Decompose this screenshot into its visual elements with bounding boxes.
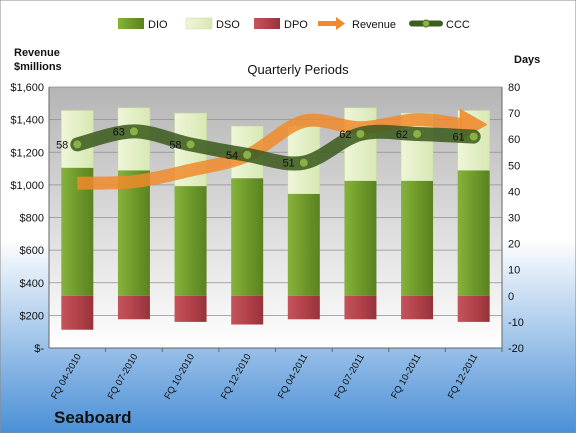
ccc-data-label: 58 [169,139,181,151]
legend-label-dpo: DPO [284,19,308,31]
ccc-data-label: 58 [56,139,68,151]
ccc-data-label: 63 [113,126,125,138]
bar-dio [117,170,150,296]
legend-swatch-dio [118,18,144,29]
legend-marker-ccc [422,19,430,28]
bar-dio [231,178,264,296]
ccc-data-label: 62 [396,129,408,141]
revenue-line [77,113,463,190]
right-axis-title: Days [514,54,540,66]
bar-dio [287,194,320,296]
ccc-series: 58 63 58 54 51 62 62 61 [56,124,481,171]
left-axis-ticks: $- $200 $400 $600 $800 $1,000 $1,200 $1,400 $1,6… [10,82,44,355]
ccc-point [468,131,479,142]
ccc-data-label: 62 [339,129,351,141]
legend-item-dpo: DPO [254,18,308,31]
legend-label-revenue: Revenue [352,19,396,31]
bar-dpo [457,295,490,322]
legend-swatch-dpo [254,18,280,29]
ccc-data-label: 54 [226,150,238,162]
legend-item-ccc: CCC [409,19,470,31]
bar-dio [457,170,490,296]
legend-item-revenue: Revenue [318,17,396,31]
left-tick-label: $1,000 [10,180,44,192]
right-tick-label: 40 [508,186,520,198]
left-axis-title-line2: $millions [14,61,62,73]
right-tick-label: 60 [508,134,520,146]
right-tick-label: -10 [508,317,524,329]
bar-dpo [174,295,207,322]
ccc-point [128,126,139,137]
legend-label-ccc: CCC [446,19,470,31]
right-tick-label: 80 [508,82,520,94]
bar-dio [174,186,207,296]
right-tick-label: 10 [508,265,520,277]
left-tick-label: $- [34,343,44,355]
left-tick-label: $400 [20,278,44,290]
bar-dpo [61,295,94,330]
left-tick-label: $600 [20,245,44,257]
right-tick-label: 0 [508,291,514,303]
ccc-line [70,124,481,171]
ccc-point [72,139,83,150]
right-tick-label: 70 [508,108,520,120]
right-tick-label: 50 [508,160,520,172]
left-tick-label: $1,400 [10,115,44,127]
left-tick-label: $800 [20,213,44,225]
right-tick-label: 20 [508,239,520,251]
ccc-data-label: 51 [283,158,295,170]
ccc-point [185,139,196,150]
legend-label-dio: DIO [148,19,168,31]
ccc-point [412,128,423,139]
legend-swatch-revenue [318,17,345,30]
legend-item-dso: DSO [185,17,240,31]
bar-dpo [401,295,434,320]
bar-dio [401,180,434,296]
left-tick-label: $1,600 [10,82,44,94]
legend-label-dso: DSO [216,19,240,31]
left-tick-label: $200 [20,310,44,322]
company-name: Seaboard [54,408,131,427]
legend: DIO DSO DPO Revenue CCC [118,17,470,31]
right-tick-label: 30 [508,213,520,225]
right-axis-ticks: -20 -10 0 10 20 30 40 50 60 70 80 [508,82,524,355]
legend-item-dio: DIO [118,18,168,31]
bar-dpo [231,295,264,325]
ccc-point [355,128,366,139]
right-tick-label: -20 [508,343,524,355]
bars [61,107,490,330]
chart-title: Quarterly Periods [247,62,349,77]
bar-dpo [117,295,150,320]
left-tick-label: $1,200 [10,147,44,159]
bar-dpo [287,295,320,320]
ccc-point [242,149,253,160]
bar-dpo [344,295,377,320]
ccc-data-label: 61 [452,132,464,144]
left-axis-title-line1: Revenue [14,47,60,59]
bar-dio [344,180,377,296]
ccc-point [298,157,309,168]
legend-swatch-dso [185,17,213,30]
